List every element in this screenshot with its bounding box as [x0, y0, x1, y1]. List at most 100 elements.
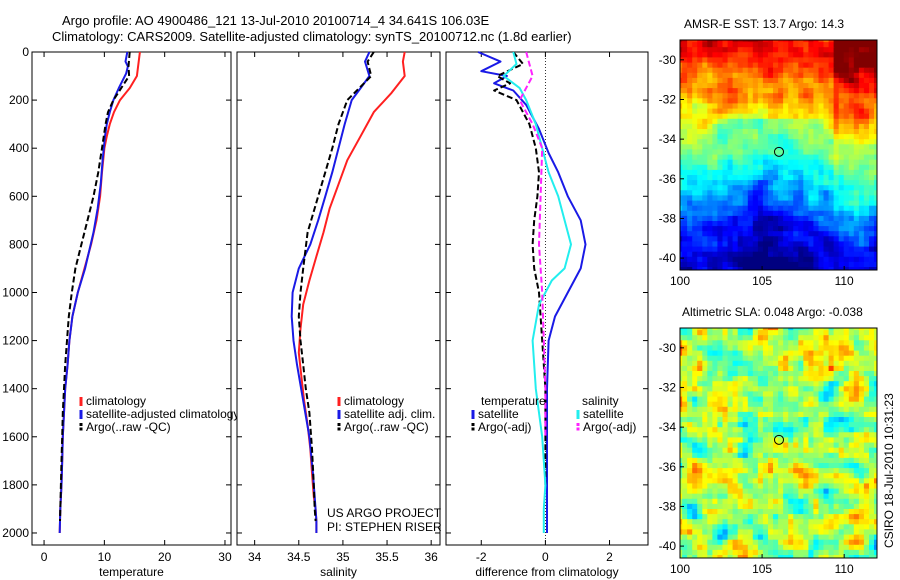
- heat-cell: [717, 345, 724, 352]
- heat-cell: [722, 113, 729, 120]
- heat-cell: [848, 406, 855, 413]
- heat-cell: [722, 355, 729, 362]
- heat-cell: [793, 226, 800, 233]
- heat-cell: [863, 365, 870, 372]
- heat-cell: [869, 256, 875, 263]
- heat-cell: [808, 555, 815, 558]
- heat-cell: [788, 355, 795, 362]
- heat-cell: [712, 483, 719, 490]
- heat-cell: [828, 555, 835, 558]
- heat-cell: [783, 519, 789, 526]
- heat-cell: [778, 422, 784, 429]
- heat-cell: [717, 524, 724, 531]
- heat-cell: [803, 129, 810, 135]
- heat-cell: [848, 108, 855, 115]
- heat-cell: [793, 129, 800, 135]
- heat-cell: [828, 391, 835, 398]
- heat-cell: [773, 118, 779, 125]
- heat-cell: [803, 447, 810, 454]
- heat-cell: [717, 411, 724, 418]
- heat-cell: [828, 452, 835, 459]
- heat-cell: [727, 154, 734, 161]
- heat-cell: [848, 555, 855, 558]
- heat-cell: [732, 503, 739, 510]
- heat-cell: [793, 256, 800, 263]
- heat-cell: [788, 200, 795, 207]
- heat-cell: [773, 159, 779, 166]
- heat-cell: [692, 159, 699, 166]
- heat-cell: [737, 509, 744, 515]
- heat-cell: [722, 422, 729, 429]
- heat-cell: [717, 519, 724, 526]
- heat-cell: [762, 509, 769, 515]
- heat-cell: [788, 154, 795, 161]
- heat-cell: [762, 93, 769, 100]
- heat-cell: [843, 42, 850, 49]
- heat-cell: [798, 452, 805, 459]
- heat-cell: [838, 555, 845, 558]
- heat-cell: [818, 57, 825, 64]
- heat-cell: [727, 391, 734, 398]
- heat-cell: [722, 154, 729, 161]
- heat-cell: [803, 154, 810, 161]
- heat-cell: [874, 164, 877, 171]
- heat-cell: [793, 427, 800, 434]
- heat-cell: [727, 40, 734, 43]
- heat-cell: [692, 391, 699, 398]
- heat-cell: [712, 72, 719, 79]
- heat-cell: [843, 118, 850, 125]
- heat-cell: [692, 386, 699, 393]
- heat-cell: [687, 493, 693, 500]
- heat-cell: [783, 226, 789, 233]
- heat-cell: [702, 159, 709, 166]
- heat-cell: [773, 144, 779, 151]
- heat-cell: [788, 437, 795, 444]
- heat-cell: [838, 83, 845, 89]
- heat-cell: [803, 519, 810, 526]
- heat-cell: [737, 164, 744, 171]
- heat-cell: [803, 365, 810, 372]
- heat-cell: [793, 447, 800, 454]
- heat-cell: [702, 411, 709, 418]
- heat-cell: [692, 381, 699, 388]
- heat-cell: [793, 154, 800, 161]
- heat-cell: [722, 139, 729, 146]
- heat-cell: [818, 52, 825, 59]
- heat-cell: [702, 246, 709, 253]
- heat-cell: [682, 483, 688, 490]
- heat-cell: [853, 514, 860, 521]
- heat-cell: [762, 88, 769, 95]
- heat-cell: [853, 159, 860, 166]
- heat-cell: [798, 335, 805, 342]
- heat-cell: [803, 62, 810, 69]
- heat-cell: [773, 190, 779, 197]
- heat-cell: [762, 345, 769, 352]
- heat-cell: [757, 231, 764, 238]
- heat-cell: [717, 108, 724, 115]
- heat-cell: [843, 241, 850, 248]
- heat-cell: [752, 226, 759, 233]
- heat-cell: [823, 164, 830, 171]
- heat-cell: [858, 261, 865, 268]
- heat-cell: [869, 261, 875, 268]
- heat-cell: [783, 406, 789, 413]
- heat-cell: [687, 549, 693, 556]
- heat-cell: [823, 200, 830, 207]
- heat-cell: [823, 236, 830, 243]
- heat-cell: [853, 442, 860, 449]
- heat-cell: [788, 221, 795, 227]
- heat-cell: [773, 417, 779, 423]
- heat-cell: [727, 422, 734, 429]
- heat-cell: [788, 483, 795, 490]
- heat-cell: [874, 350, 877, 357]
- heat-cell: [742, 350, 749, 357]
- heat-cell: [788, 62, 795, 69]
- heat-cell: [853, 169, 860, 176]
- heat-cell: [732, 57, 739, 64]
- heat-cell: [843, 215, 850, 222]
- heat-cell: [858, 452, 865, 459]
- heat-cell: [843, 524, 850, 531]
- heat-cell: [747, 108, 754, 115]
- heat-cell: [692, 365, 699, 372]
- heat-cell: [687, 40, 693, 43]
